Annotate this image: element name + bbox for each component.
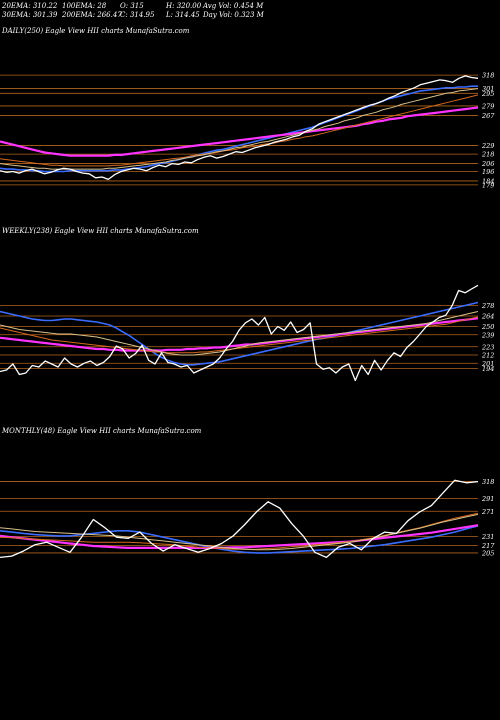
header-ema100: 100EMA: 28 <box>62 2 107 10</box>
daily-tick-label: 196 <box>482 168 494 176</box>
header-ema20: 20EMA: 310.22 <box>2 2 58 10</box>
daily-price-line <box>0 75 479 181</box>
weekly-chart: WEEKLY(238) Eagle View HII charts Munafa… <box>0 227 494 382</box>
daily-ema-tan-line <box>0 88 479 170</box>
monthly-tick-label: 318 <box>482 478 494 486</box>
daily-tick-label: 184 <box>482 177 494 185</box>
daily-tick-label: 179 <box>482 181 494 189</box>
monthly-ema-magenta-line <box>0 524 479 550</box>
monthly-ema-blue-line <box>0 525 479 554</box>
header-info: 20EMA: 310.22 100EMA: 28 O: 315 H: 320.0… <box>0 0 500 20</box>
header-high: H: 320.00 <box>166 2 202 10</box>
header-ema30: 30EMA: 301.39 <box>2 11 58 19</box>
header-close: C: 314.95 <box>120 11 155 19</box>
daily-tick-label: 267 <box>481 112 495 120</box>
weekly-tick-label: 264 <box>481 313 494 321</box>
weekly-tick-label: 223 <box>481 343 494 351</box>
daily-chart-title: DAILY(250) Eagle View HII charts MunafaS… <box>1 27 190 35</box>
header-open: O: 315 <box>120 2 144 10</box>
header-day-vol: Day Vol: 0.323 M <box>203 11 264 19</box>
monthly-tick-label: 217 <box>481 542 495 550</box>
monthly-price-line <box>0 479 479 559</box>
monthly-ema-tan-line <box>0 513 479 551</box>
monthly-tick-label: 291 <box>481 495 494 503</box>
monthly-tick-label: 271 <box>481 508 494 516</box>
weekly-chart-title: WEEKLY(238) Eagle View HII charts Munafa… <box>2 227 199 235</box>
weekly-tick-label: 201 <box>481 360 494 368</box>
weekly-tick-label: 239 <box>481 331 494 339</box>
weekly-ema-magenta-line <box>0 317 479 352</box>
monthly-chart: MONTHLY(48) Eagle View HII charts Munafa… <box>0 427 495 559</box>
monthly-tick-label: 231 <box>481 533 494 541</box>
header-avg-vol: Avg Vol: 0.454 M <box>203 2 264 10</box>
weekly-tick-label: 194 <box>482 365 494 373</box>
header-low: L: 314.45 <box>166 11 200 19</box>
daily-ema-blue-line <box>0 85 478 173</box>
daily-chart: DAILY(250) Eagle View HII charts MunafaS… <box>0 27 495 189</box>
header-ema200: 200EMA: 266.47 <box>62 11 122 19</box>
daily-ema-orange-line <box>0 94 479 167</box>
daily-tick-label: 301 <box>482 85 494 93</box>
monthly-tick-label: 205 <box>481 549 494 557</box>
weekly-ema-tan-line <box>0 311 479 356</box>
daily-ema-magenta-line <box>0 106 479 157</box>
weekly-tick-label: 250 <box>481 323 494 331</box>
daily-tick-label: 318 <box>482 72 494 80</box>
daily-tick-label: 279 <box>481 102 494 110</box>
weekly-price-line <box>0 284 479 382</box>
monthly-chart-title: MONTHLY(48) Eagle View HII charts Munafa… <box>1 427 202 435</box>
weekly-ema-orange-line <box>0 316 479 354</box>
weekly-ema-blue-line <box>0 301 479 366</box>
daily-tick-label: 295 <box>481 90 494 98</box>
daily-tick-label: 229 <box>481 142 494 150</box>
weekly-tick-label: 212 <box>481 352 494 360</box>
weekly-tick-label: 278 <box>481 302 494 310</box>
daily-tick-label: 206 <box>481 160 494 168</box>
daily-tick-label: 218 <box>481 151 494 159</box>
